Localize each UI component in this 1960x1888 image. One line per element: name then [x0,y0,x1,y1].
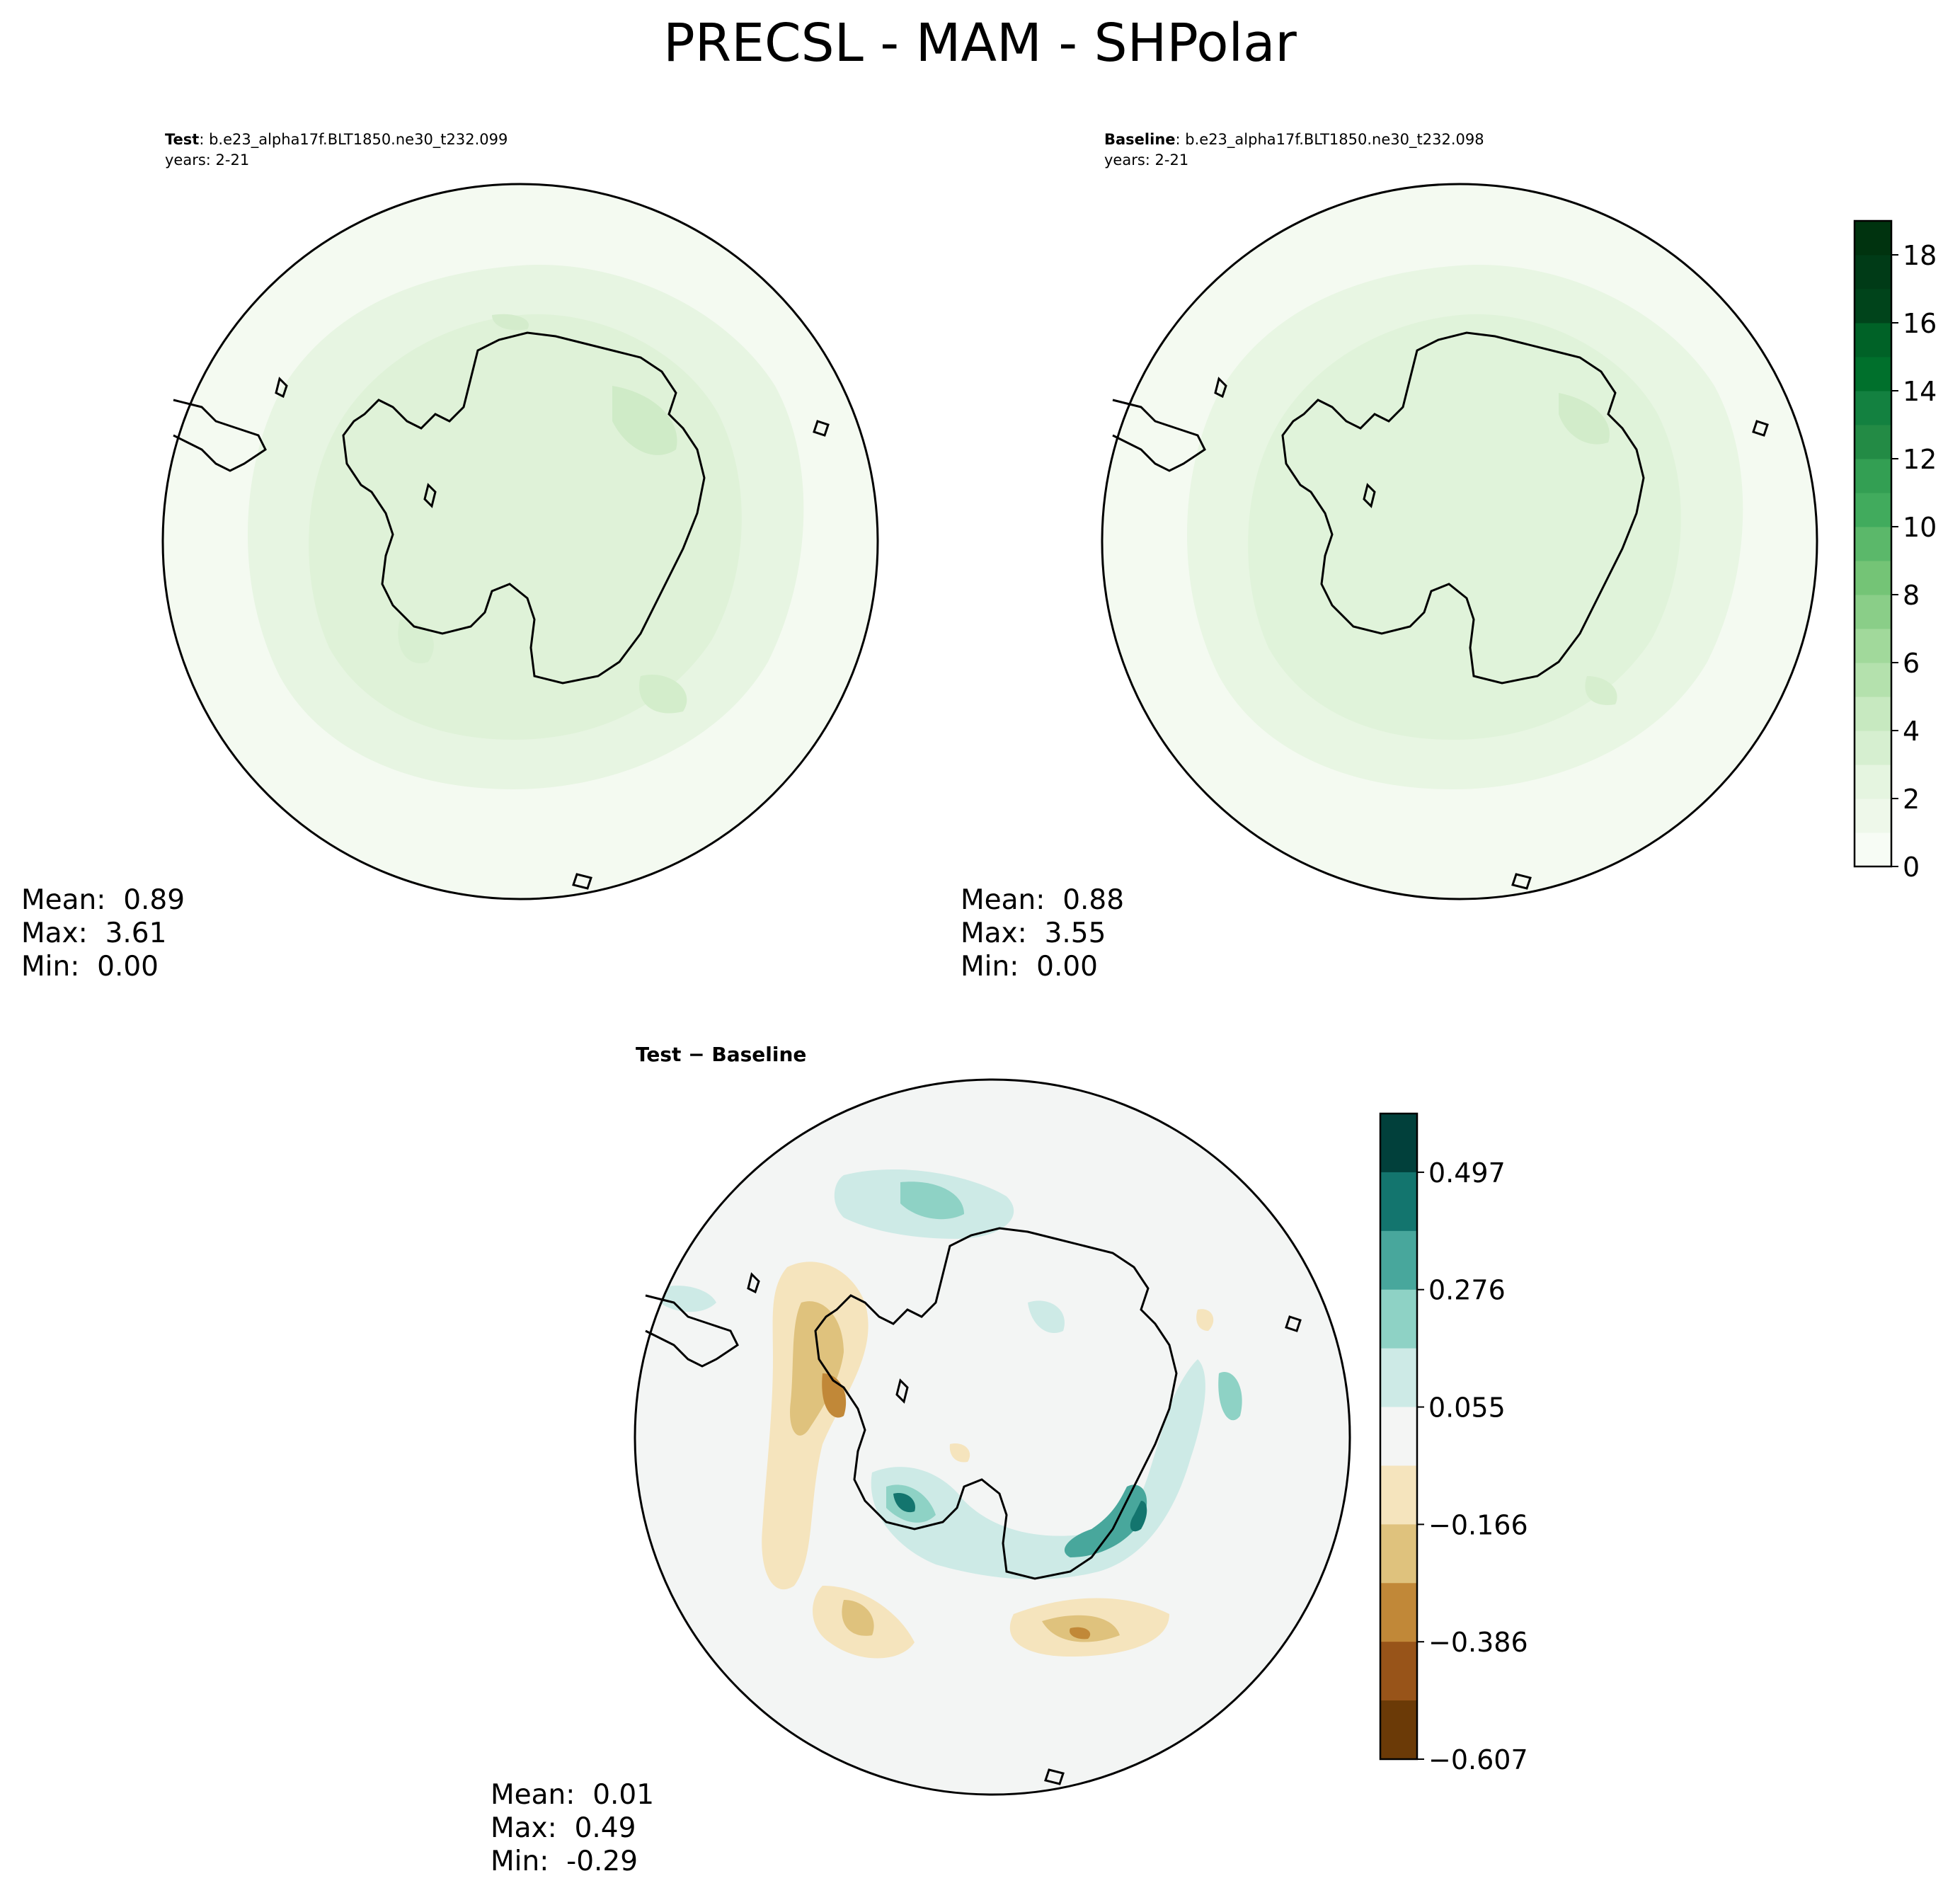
difference-colorbar-ticks: 0.497 0.276 0.055 −0.166 −0.386 −0.607 [1417,1157,1528,1775]
test-min-label: Min: [21,951,80,983]
baseline-map-boundary [1101,183,1818,900]
difference-map-boundary [634,1078,1351,1796]
difference-colorbar-swatch [1380,1289,1417,1349]
main-colorbar-swatch [1855,391,1891,425]
test-min-value: 0.00 [97,951,159,983]
test-stats: Mean: 0.89 Max: 3.61 Min: 0.00 [21,883,185,983]
main-colorbar-swatch [1855,663,1891,697]
test-case-title: Test: b.e23_alpha17f.BLT1850.ne30_t232.0… [165,131,508,148]
main-colorbar-swatch [1855,425,1891,459]
baseline-case-title: Baseline: b.e23_alpha17f.BLT1850.ne30_t2… [1104,131,1484,148]
baseline-min-label: Min: [961,951,1019,983]
main-colorbar-swatch [1855,799,1891,833]
difference-colorbar-frame [1379,1112,1419,1761]
difference-colorbar-swatch [1380,1465,1417,1525]
test-precip-field [248,265,804,789]
difference-colorbar-swatch [1380,1172,1417,1232]
difference-mean-label: Mean: [491,1779,575,1811]
difference-max-label: Max: [491,1812,557,1844]
baseline-mean-value: 0.88 [1062,884,1125,916]
main-colorbar-swatch [1855,221,1891,256]
test-mean-value: 0.89 [123,884,185,916]
difference-colorbar-swatch [1380,1114,1417,1173]
difference-colorbar-swatch [1380,1524,1417,1584]
main-colorbar-tick-label: 16 [1903,308,1937,339]
figure-title: PRECSL - MAM - SHPolar [663,13,1297,74]
difference-colorbar-swatch [1380,1348,1417,1408]
difference-colorbar: 0.497 0.276 0.055 −0.166 −0.386 −0.607 [1379,1112,1528,1775]
difference-colorbar-tick-label: 0.276 [1428,1275,1506,1306]
test-label: Test [165,131,200,148]
test-years: years: 2-21 [165,151,250,168]
difference-colorbar-swatches [1380,1114,1417,1760]
difference-colorbar-tick-label: −0.607 [1428,1744,1528,1775]
baseline-precip-field [1187,265,1743,789]
difference-map [634,1078,1351,1796]
main-colorbar-swatch [1855,629,1891,663]
main-colorbar-tick-label: 6 [1903,648,1920,679]
main-colorbar-swatch [1855,595,1891,629]
main-colorbar-tick-label: 0 [1903,852,1920,883]
main-colorbar-swatch [1855,765,1891,799]
main-colorbar-tick-label: 2 [1903,784,1920,815]
main-colorbar-swatch [1855,527,1891,561]
difference-colorbar-swatch [1380,1583,1417,1642]
main-colorbar-tick-label: 4 [1903,716,1920,747]
main-colorbar-swatches [1855,221,1891,867]
difference-colorbar-tick-label: −0.166 [1428,1509,1528,1540]
difference-coastline [645,1227,1302,1785]
baseline-max-label: Max: [961,917,1027,949]
difference-map-background [635,1080,1350,1795]
difference-colorbar-swatch [1380,1230,1417,1291]
difference-min-value: -0.29 [566,1846,638,1877]
difference-title: Test − Baseline [636,1043,807,1066]
main-colorbar-tick-label: 12 [1903,444,1937,475]
baseline-case-name: : b.e23_alpha17f.BLT1850.ne30_t232.098 [1175,131,1484,148]
main-colorbar-swatch [1855,833,1891,867]
test-coastline [173,331,830,890]
main-colorbar-swatch [1855,289,1891,324]
baseline-map [1101,183,1818,900]
baseline-mean-label: Mean: [961,884,1045,916]
main-colorbar-swatch [1855,255,1891,290]
baseline-years: years: 2-21 [1104,151,1189,168]
baseline-max-value: 3.55 [1044,917,1106,949]
difference-mean-value: 0.01 [592,1779,655,1811]
test-mean-label: Mean: [21,884,106,916]
difference-max-value: 0.49 [574,1812,636,1844]
test-case-name: : b.e23_alpha17f.BLT1850.ne30_t232.099 [199,131,508,148]
main-colorbar-tick-label: 18 [1903,240,1937,271]
baseline-min-value: 0.00 [1036,951,1098,983]
difference-colorbar-tick-label: 0.497 [1428,1157,1506,1189]
difference-colorbar-swatch [1380,1700,1417,1760]
main-colorbar-swatch [1855,493,1891,527]
difference-colorbar-swatch [1380,1407,1417,1466]
difference-precip-field [660,1169,1242,1659]
test-map-boundary [161,183,879,900]
main-colorbar-swatch [1855,697,1891,731]
difference-colorbar-tick-label: −0.386 [1428,1627,1528,1658]
main-colorbar-swatch [1855,561,1891,595]
main-colorbar: 0 2 4 6 8 10 12 14 16 18 [1853,219,1937,883]
baseline-label: Baseline [1104,131,1176,148]
main-colorbar-swatch [1855,731,1891,765]
main-colorbar-swatch [1855,459,1891,493]
baseline-coastline [1112,331,1769,890]
difference-min-label: Min: [491,1846,549,1877]
difference-colorbar-tick-label: 0.055 [1428,1392,1506,1424]
test-max-value: 3.61 [105,917,167,949]
main-colorbar-swatch [1855,323,1891,357]
test-max-label: Max: [21,917,88,949]
main-colorbar-tick-label: 8 [1903,580,1920,611]
difference-stats: Mean: 0.01 Max: 0.49 Min: -0.29 [491,1778,654,1878]
main-colorbar-swatch [1855,357,1891,391]
main-colorbar-tick-label: 10 [1903,512,1937,543]
difference-colorbar-swatch [1380,1642,1417,1701]
baseline-stats: Mean: 0.88 Max: 3.55 Min: 0.00 [961,883,1124,983]
main-colorbar-frame [1853,219,1893,868]
main-colorbar-ticks: 0 2 4 6 8 10 12 14 16 18 [1891,240,1937,883]
test-map [161,183,879,900]
main-colorbar-tick-label: 14 [1903,376,1937,407]
